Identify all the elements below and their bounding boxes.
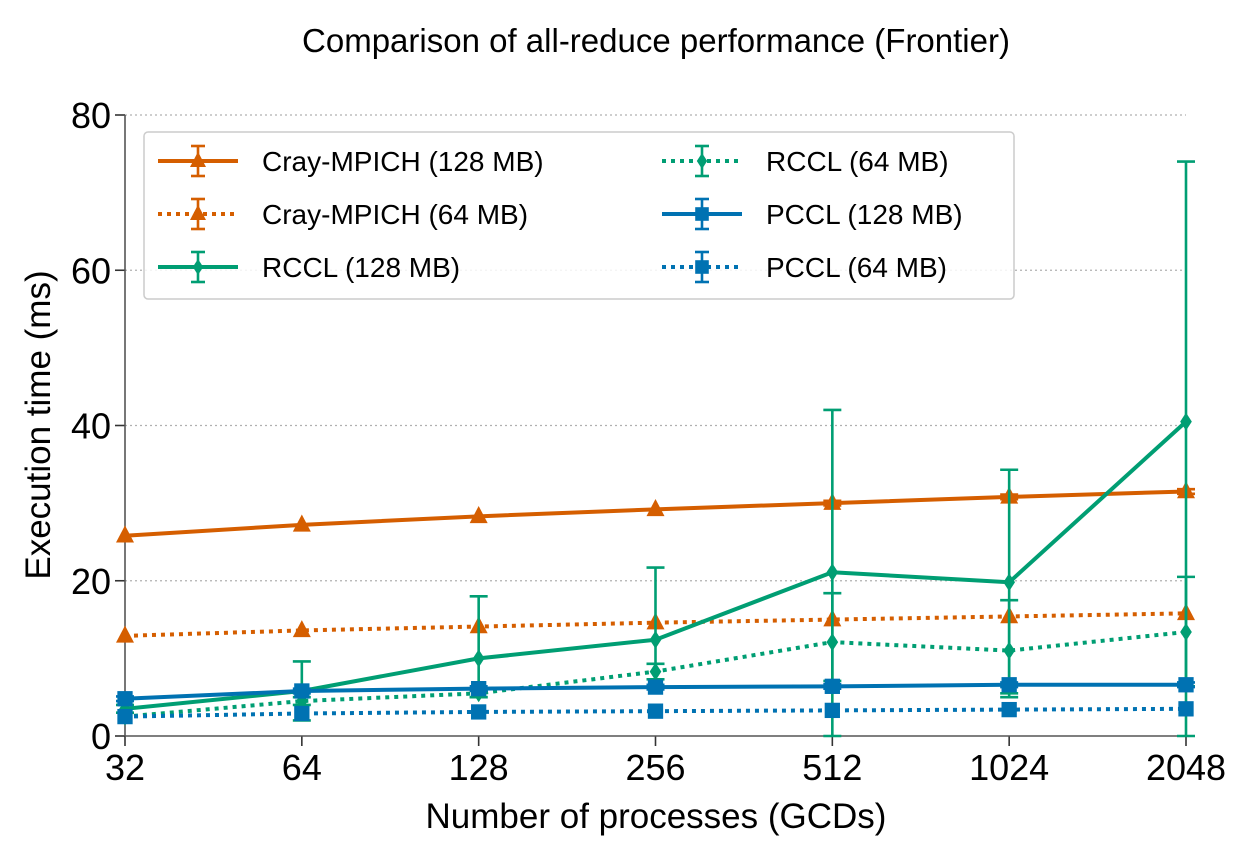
series-group [116, 160, 1195, 738]
data-point [1178, 701, 1194, 717]
series-cray-mpich-128-mb [116, 481, 1195, 543]
legend-label: PCCL (64 MB) [766, 252, 947, 283]
legend-entry: PCCL (64 MB) [662, 250, 947, 284]
data-point [471, 680, 487, 697]
legend-marker [695, 260, 709, 274]
x-axis-label: Number of processes (GCDs) [426, 797, 887, 836]
legend-entry: PCCL (128 MB) [662, 197, 963, 231]
data-point [647, 703, 664, 719]
legend-entry: RCCL (64 MB) [662, 144, 949, 178]
data-point [1001, 701, 1017, 718]
data-point [294, 683, 310, 699]
legend-marker [696, 153, 708, 169]
legend-label: Cray-MPICH (128 MB) [262, 146, 544, 177]
legend-entry: Cray-MPICH (64 MB) [158, 197, 528, 231]
data-point [292, 514, 311, 532]
data-point [1003, 641, 1016, 660]
data-point [471, 704, 487, 720]
x-tick-label: 2048 [1146, 747, 1226, 788]
data-point [472, 649, 485, 668]
legend-entry: RCCL (128 MB) [158, 250, 460, 284]
data-point [1003, 573, 1016, 592]
data-point [826, 563, 839, 582]
x-tick-label: 256 [625, 747, 685, 788]
data-point [1180, 412, 1192, 431]
legend-label: PCCL (128 MB) [766, 199, 963, 230]
legend-marker [190, 151, 206, 167]
series-rccl-64-mb [119, 575, 1195, 726]
legend: Cray-MPICH (128 MB) Cray-MPICH (64 MB) RCC… [143, 131, 1015, 300]
data-point [1180, 622, 1192, 641]
data-point [824, 678, 840, 694]
data-point [116, 625, 134, 643]
y-tick-label: 0 [91, 716, 111, 757]
legend-label: Cray-MPICH (64 MB) [262, 199, 528, 230]
legend-marker [192, 259, 204, 275]
chart-title: Comparison of all-reduce performance (Fr… [302, 22, 1010, 59]
data-point [292, 620, 311, 638]
legend-marker [695, 207, 709, 221]
legend-box [143, 131, 1015, 300]
x-tick-label: 128 [449, 747, 509, 788]
series-pccl-64-mb [117, 701, 1194, 725]
data-point [1178, 677, 1194, 693]
data-point [649, 630, 662, 649]
data-point [1001, 677, 1017, 693]
data-point [116, 525, 134, 543]
data-point [824, 702, 840, 719]
legend-entry: Cray-MPICH (128 MB) [158, 144, 544, 178]
axes: 0 20 40 60 80 32 64 128 256 512 1024 2048 [71, 95, 1226, 788]
data-point [117, 708, 133, 725]
data-point [649, 662, 662, 681]
data-point [117, 691, 133, 707]
y-tick-label: 40 [71, 406, 111, 447]
legend-marker [190, 204, 206, 220]
x-tick-label: 32 [105, 747, 145, 788]
x-tick-label: 64 [282, 747, 322, 788]
x-tick-label: 1024 [969, 747, 1049, 788]
data-point [826, 633, 839, 652]
y-tick-label: 80 [71, 95, 111, 136]
x-tick-label: 512 [802, 747, 862, 788]
y-tick-label: 20 [71, 561, 111, 602]
data-point [646, 498, 665, 517]
data-point [647, 679, 664, 695]
series-pccl-128-mb [116, 677, 1195, 707]
legend-label: RCCL (128 MB) [262, 252, 460, 283]
data-point [469, 505, 488, 524]
y-tick-label: 60 [71, 250, 111, 291]
legend-label: RCCL (64 MB) [766, 146, 949, 177]
y-axis-label: Execution time (ms) [19, 270, 58, 579]
data-point [294, 705, 310, 722]
